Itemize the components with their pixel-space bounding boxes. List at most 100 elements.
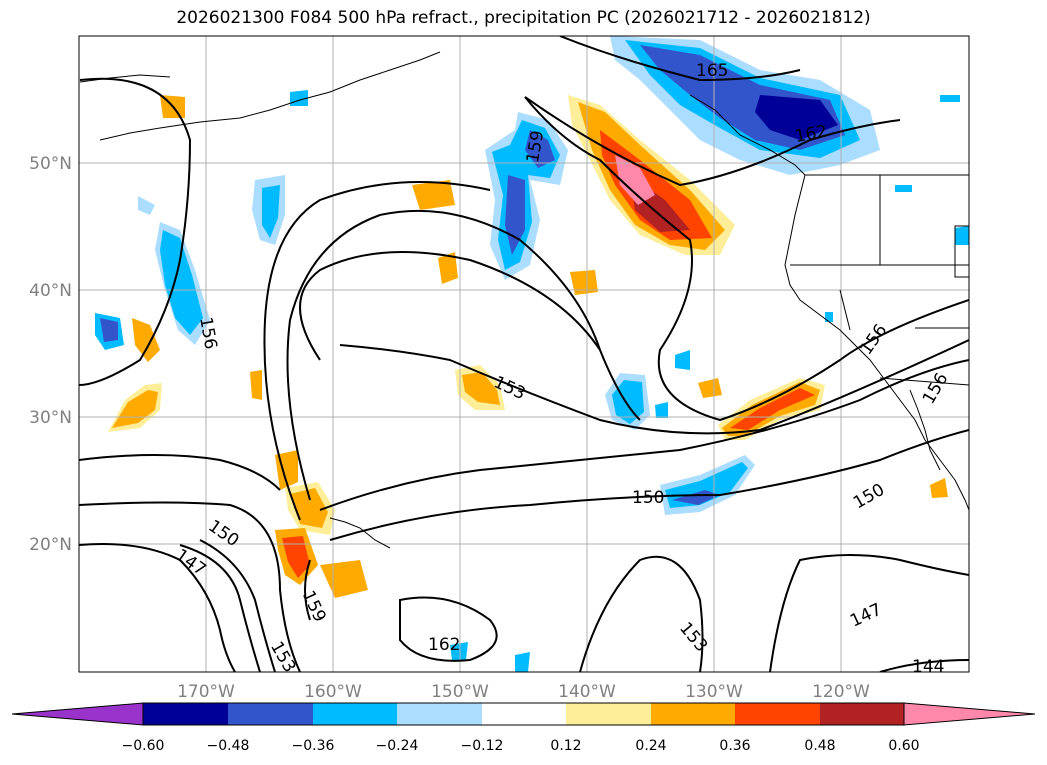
contour-label: 144 [912, 657, 944, 677]
precip-blob-dot5 [450, 642, 468, 660]
border-us-mexico [879, 377, 969, 386]
colorbar-tick: 0.48 [804, 738, 835, 754]
colorbar-tick: 0.36 [719, 738, 750, 754]
contour-156-ring [299, 251, 641, 421]
coast-alaska-north [79, 74, 171, 83]
colorbar-tick: 0.60 [888, 738, 919, 754]
colorbar-bin [397, 703, 482, 725]
precip-blob-w-orange-5 [412, 180, 455, 210]
precip-blob-w-orange-7 [570, 270, 598, 295]
colorbar-tick: −0.36 [292, 738, 335, 754]
contour-label: 162 [428, 635, 460, 655]
colorbar-extend-low [11, 702, 144, 726]
contour-159-west [79, 77, 192, 386]
contour-165 [559, 36, 801, 82]
contour-147-se [769, 554, 969, 672]
contour-147-south2 [79, 543, 236, 672]
precip-blob-w-orange-3 [132, 318, 160, 362]
map-frame [78, 35, 970, 673]
lat-label: 40°N [29, 281, 72, 301]
precip-blob-dot9 [895, 185, 912, 192]
map-plot-area: 165 162 159 156 156 156 153 153 150 150 … [29, 35, 970, 702]
contour-label: 165 [696, 61, 728, 81]
precip-blob-dot4 [655, 402, 668, 418]
lat-label: 20°N [29, 535, 72, 555]
precip-blob-w-orange-9 [462, 372, 500, 405]
lat-label: 50°N [29, 154, 72, 174]
precip-blob-col-3 [505, 130, 555, 255]
coast-hawaii [329, 517, 391, 549]
lon-label: 140°W [558, 682, 616, 702]
colorbar-tick: 0.24 [635, 738, 666, 754]
precip-blob-s3b [282, 536, 310, 578]
contour-153-band [319, 359, 969, 511]
contour-144-se [879, 659, 969, 672]
colorbar-bin [735, 703, 820, 725]
colorbar-tick: −0.48 [207, 738, 250, 754]
lat-tick-labels: 50°N 40°N 30°N 20°N [29, 154, 72, 555]
contour-159-south [304, 559, 311, 621]
precip-blob-dot10 [138, 196, 155, 215]
contour-162-s [399, 596, 498, 662]
colorbar-bin [228, 703, 313, 725]
colorbar-tick: −0.12 [461, 738, 504, 754]
lon-tick-labels: 170°W 160°W 150°W 140°W 130°W 120°W [177, 682, 870, 702]
border-states [790, 175, 969, 331]
graticule [79, 36, 969, 672]
contour-label: 150 [632, 488, 664, 508]
coast-alaska-peninsula [99, 51, 441, 141]
contour-153-south [179, 544, 261, 672]
precip-blob-dot7 [955, 226, 969, 245]
lon-label: 130°W [685, 682, 743, 702]
precip-blob-dot6 [515, 652, 530, 672]
colorbar-tick: −0.24 [376, 738, 419, 754]
precip-blob-west-4 [100, 318, 118, 342]
precip-blob-dot1 [290, 90, 308, 106]
contour-156-inner [339, 339, 969, 435]
precip-blob-s5 [250, 370, 262, 400]
lat-label: 30°N [29, 408, 72, 428]
contour-147-south [79, 501, 301, 672]
precip-blob-dot8 [825, 312, 833, 322]
colorbar-tick-labels: −0.60 −0.48 −0.36 −0.24 −0.12 0.12 0.24 … [122, 738, 920, 754]
precip-blob-streak-3 [600, 130, 712, 240]
lon-label: 160°W [304, 682, 362, 702]
precip-blob-e2 [698, 378, 722, 398]
colorbar-extend-high [903, 702, 1036, 726]
colorbar-bin [651, 703, 735, 725]
contour-162-north [524, 96, 901, 187]
contour-150-ring [263, 181, 491, 521]
lon-label: 170°W [177, 682, 235, 702]
colorbar-tick: −0.60 [122, 738, 165, 754]
contour-159-ring [524, 96, 969, 422]
colorbar-bin [482, 703, 566, 725]
colorbar-frame [142, 702, 905, 726]
precip-blob-e1c [730, 388, 815, 430]
refractivity-contours [79, 36, 969, 672]
colorbar-bin [143, 703, 228, 725]
figure-title: 2026021300 F084 500 hPa refract., precip… [176, 8, 871, 28]
precip-blob-dot3 [675, 350, 690, 370]
contour-147-west [79, 454, 281, 491]
precip-blob-west-6 [262, 185, 280, 238]
colorbar-bin [313, 703, 397, 725]
precip-blob-dot2 [940, 95, 960, 102]
coast-baja [909, 389, 941, 471]
lon-label: 120°W [812, 682, 870, 702]
lon-label: 150°W [431, 682, 489, 702]
precip-blob-bc-4 [755, 95, 838, 140]
colorbar-bin [820, 703, 904, 725]
colorbar-bin [566, 703, 651, 725]
precip-blob-s4 [320, 560, 368, 598]
precip-blob-w-orange-6 [438, 252, 458, 284]
contour-153-se [579, 555, 704, 672]
contour-153-ring [286, 209, 601, 501]
precip-blob-streak-5 [615, 155, 655, 205]
precip-blob-e3 [930, 478, 948, 498]
contour-150-south [199, 539, 276, 672]
contour-150-band [329, 429, 969, 541]
precip-blob-c3 [672, 490, 720, 505]
precip-blob-west-2 [160, 230, 203, 335]
